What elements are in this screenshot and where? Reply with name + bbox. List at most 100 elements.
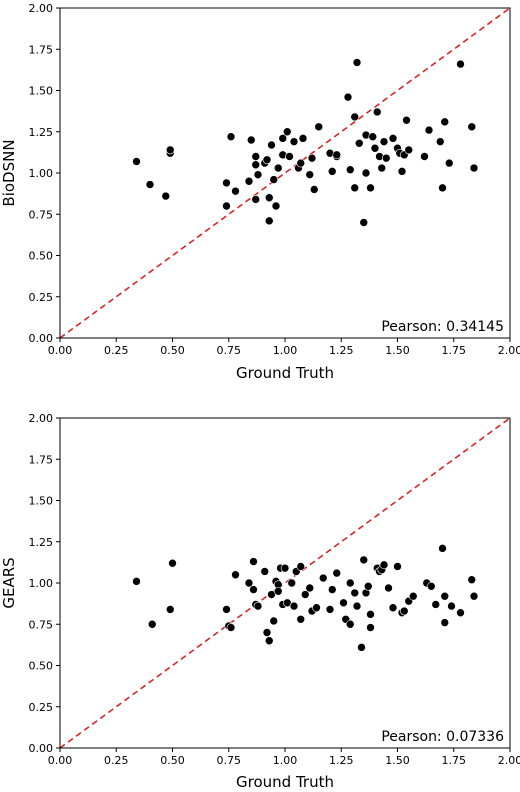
scatter-point <box>350 183 360 193</box>
scatter-point <box>249 585 258 594</box>
scatter-point <box>318 573 328 583</box>
scatter-point <box>280 563 290 573</box>
plot-frame <box>59 417 511 749</box>
scatter-point <box>222 178 231 188</box>
scatter-point <box>251 195 261 204</box>
x-tick-label: 0.00 <box>48 754 73 767</box>
y-tick-label: 1.50 <box>29 85 54 98</box>
scatter-point <box>222 201 231 211</box>
scatter-point <box>352 601 362 611</box>
scatter-point <box>366 623 375 632</box>
scatter-point <box>165 605 175 614</box>
identity-reference-line <box>60 8 510 338</box>
scatter-point <box>388 603 398 613</box>
scatter-point <box>312 603 321 613</box>
scatter-point <box>244 578 254 588</box>
scatter-point <box>377 163 387 173</box>
pearson-annotation: Pearson: 0.34145 <box>381 319 504 335</box>
x-tick-label: 0.75 <box>217 344 242 357</box>
scatter-point <box>366 610 375 619</box>
scatter-point <box>368 132 378 141</box>
scatter-point <box>345 578 355 588</box>
scatter-point <box>339 598 348 608</box>
points-layer <box>132 58 479 227</box>
scatter-point <box>262 628 272 637</box>
scatter-point <box>399 606 409 616</box>
y-tick-label: 0.25 <box>29 291 54 304</box>
scatter-point <box>147 619 157 629</box>
x-tick-label: 0.50 <box>160 754 185 767</box>
scatter-point <box>132 157 141 166</box>
scatter-point <box>379 137 389 146</box>
scatter-point <box>379 560 389 570</box>
scatter-point <box>345 165 355 174</box>
scatter-point <box>435 137 445 146</box>
scatter-point <box>264 636 274 646</box>
scatter-point <box>456 608 465 618</box>
scatter-point <box>343 92 353 102</box>
scatter-point <box>231 186 240 196</box>
scatter-point <box>404 145 414 155</box>
scatter-point <box>388 134 398 143</box>
x-axis-label: Ground Truth <box>236 364 334 382</box>
scatter-point <box>327 585 337 594</box>
x-tick-label: 2.00 <box>498 754 520 767</box>
scatter-point <box>357 643 366 652</box>
y-tick-label: 0.50 <box>29 250 54 263</box>
x-tick-label: 0.75 <box>217 754 242 767</box>
axis-ticks: 0.00 0.25 0.50 0.75 1.00 1.25 1.50 1.75 2.00 0.00… <box>29 412 520 767</box>
scatter-point <box>278 134 288 143</box>
scatter-point <box>424 125 434 135</box>
y-tick-label: 1.00 <box>29 577 54 590</box>
scatter-point <box>300 590 310 599</box>
points-layer <box>132 544 479 652</box>
y-tick-label: 1.75 <box>29 43 54 56</box>
y-tick-label: 1.25 <box>29 536 54 549</box>
y-axis-label: BioDSNN <box>0 139 18 206</box>
scatter-point <box>273 586 283 596</box>
scatter-point <box>132 577 141 586</box>
y-tick-label: 2.00 <box>29 412 54 425</box>
scatter-point <box>222 605 231 614</box>
x-tick-label: 0.25 <box>104 754 129 767</box>
scatter-point <box>350 112 360 122</box>
scatter-point <box>350 588 360 598</box>
scatter-point <box>469 591 479 601</box>
scatter-point <box>269 616 279 626</box>
y-axis-label: GEARS <box>0 557 18 608</box>
y-tick-label: 0.50 <box>29 660 54 673</box>
scatter-point <box>285 152 294 161</box>
reference-line-layer <box>60 418 510 748</box>
scatter-point <box>296 158 306 168</box>
x-tick-label: 2.00 <box>498 344 520 357</box>
scatter-point <box>408 591 418 601</box>
scatter-point <box>431 600 441 609</box>
scatter-point <box>352 58 362 67</box>
biodsnn-scatter-panel: 0.00 0.25 0.50 0.75 1.00 1.25 1.50 1.75 2.00 0.00… <box>0 2 520 382</box>
scatter-point <box>249 557 258 566</box>
scatter-point <box>296 614 306 624</box>
x-tick-label: 1.50 <box>385 754 410 767</box>
scatter-point <box>456 59 465 69</box>
scatter-point <box>325 605 335 614</box>
scatter-point <box>438 183 447 193</box>
scatter-point <box>267 140 276 150</box>
reference-line-layer <box>60 8 510 338</box>
scatter-point <box>289 137 299 146</box>
scatter-point <box>264 216 274 226</box>
scatter-point <box>296 562 306 571</box>
scatter-point <box>305 583 315 593</box>
scatter-point <box>305 170 315 179</box>
scatter-point <box>447 601 456 611</box>
scatter-point <box>298 134 308 143</box>
scatter-point <box>402 115 411 125</box>
y-tick-label: 0.00 <box>29 742 54 755</box>
scatter-point <box>438 544 447 553</box>
scatter-point <box>467 575 477 585</box>
scatter-point <box>381 153 391 163</box>
scatter-point <box>287 578 297 588</box>
x-tick-label: 1.25 <box>329 344 354 357</box>
scatter-point <box>359 218 369 227</box>
x-tick-label: 0.00 <box>48 344 73 357</box>
scatter-point <box>467 122 477 132</box>
